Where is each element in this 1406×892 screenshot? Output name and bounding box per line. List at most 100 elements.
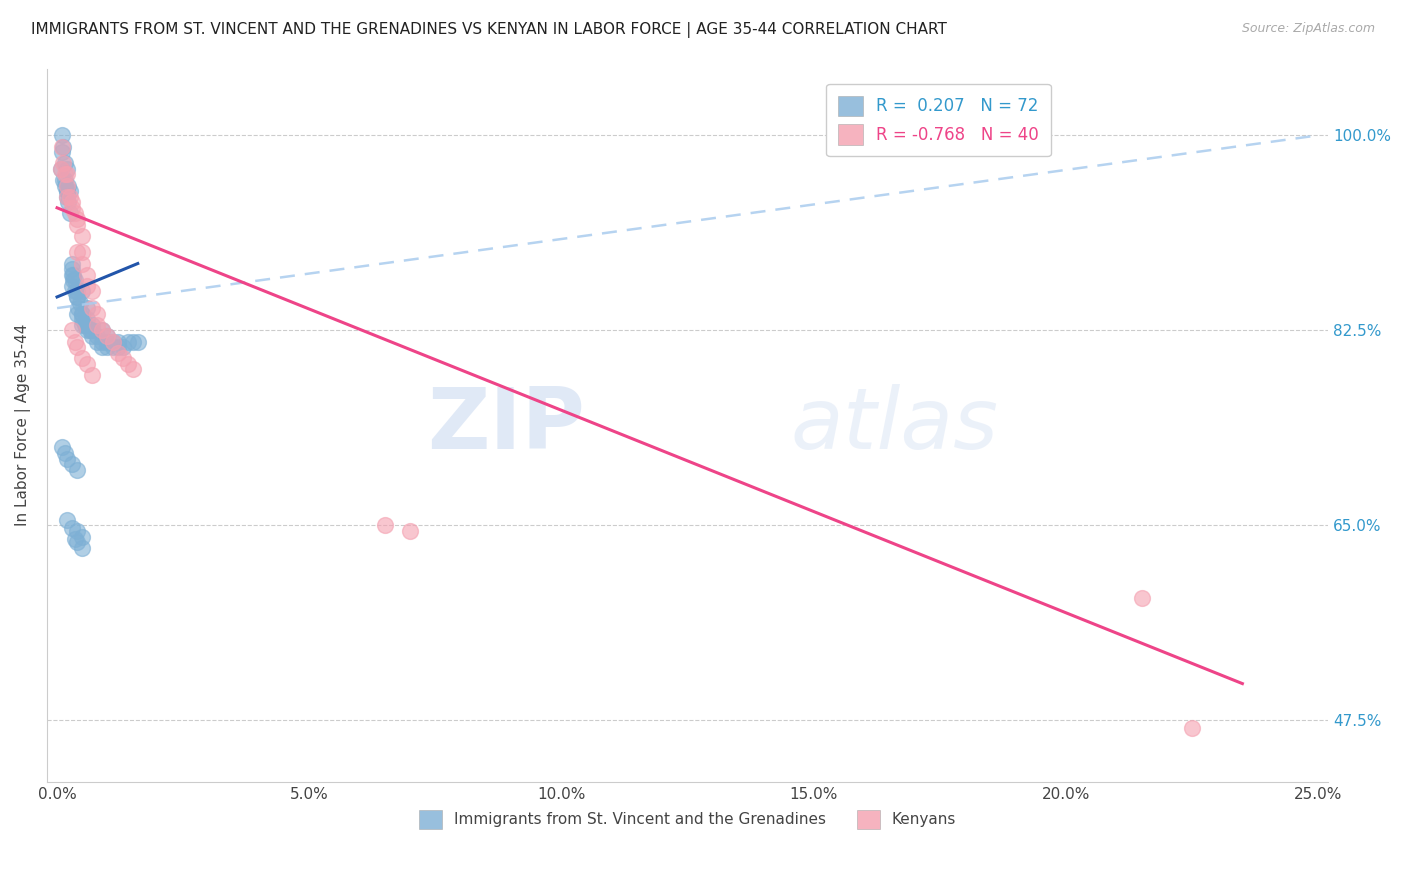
Point [56,189,79,203]
Point [60,278,83,293]
Point [52,139,75,153]
Point [63,206,86,220]
Point [1130,591,1153,605]
Point [60,457,83,471]
Point [72,351,94,366]
Point [121,334,143,349]
Point [56,195,79,210]
Point [56,178,79,193]
Point [96,329,118,343]
Point [86,329,108,343]
Point [66,290,89,304]
Point [72,256,94,270]
Point [66,524,89,538]
Text: ZIP: ZIP [427,384,585,467]
Point [66,245,89,260]
Point [59,206,82,220]
Point [66,307,89,321]
Point [59,184,82,198]
Point [53,173,76,187]
Point [66,285,89,299]
Point [101,334,124,349]
Point [72,529,94,543]
Point [91,323,114,337]
Point [101,340,124,354]
Point [60,201,83,215]
Point [66,463,89,477]
Point [96,329,118,343]
Point [76,318,98,332]
Point [51,145,73,160]
Point [72,307,94,321]
Point [49,161,72,176]
Point [117,357,139,371]
Point [60,268,83,282]
Point [62,268,84,282]
Point [66,218,89,232]
Point [66,290,89,304]
Point [73,318,96,332]
Point [59,189,82,203]
Point [82,323,104,337]
Point [53,178,76,193]
Point [82,301,104,315]
Point [127,334,149,349]
Point [51,139,73,153]
Point [72,228,94,243]
Point [374,518,396,533]
Point [53,446,76,460]
Point [399,524,422,538]
Point [52,156,75,170]
Point [56,513,79,527]
Point [91,323,114,337]
Text: atlas: atlas [790,384,998,467]
Point [76,301,98,315]
Point [111,351,134,366]
Point [56,189,79,203]
Point [51,128,73,143]
Point [53,156,76,170]
Point [63,532,86,546]
Point [72,307,94,321]
Point [76,312,98,326]
Point [63,285,86,299]
Point [72,318,94,332]
Point [107,334,129,349]
Point [76,268,98,282]
Point [56,184,79,198]
Point [56,451,79,466]
Y-axis label: In Labor Force | Age 35-44: In Labor Force | Age 35-44 [15,324,31,526]
Point [67,301,90,315]
Point [53,167,76,181]
Point [76,278,98,293]
Point [49,161,72,176]
Point [82,329,104,343]
Point [63,334,86,349]
Point [107,345,129,359]
Point [63,273,86,287]
Point [60,323,83,337]
Legend: Immigrants from St. Vincent and the Grenadines, Kenyans: Immigrants from St. Vincent and the Gren… [413,804,962,835]
Point [82,368,104,382]
Point [51,441,73,455]
Point [69,295,91,310]
Point [72,285,94,299]
Point [79,323,101,337]
Point [96,334,118,349]
Point [60,256,83,270]
Point [86,334,108,349]
Point [56,184,79,198]
Point [86,318,108,332]
Point [82,318,104,332]
Point [101,334,124,349]
Point [56,161,79,176]
Point [72,312,94,326]
Point [82,285,104,299]
Point [121,362,143,376]
Point [76,323,98,337]
Point [91,340,114,354]
Point [52,173,75,187]
Point [56,178,79,193]
Point [62,273,84,287]
Point [1181,721,1204,735]
